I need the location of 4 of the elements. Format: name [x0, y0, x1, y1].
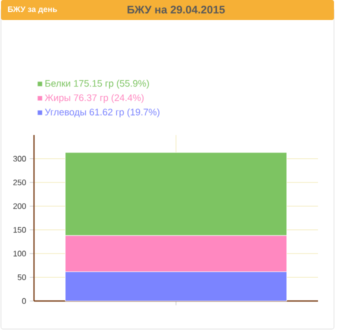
- legend-label: Углеводы 61.62 гр (19.7%): [44, 108, 160, 118]
- legend-label: Жиры 76.37 гр (24.4%): [44, 94, 144, 103]
- legend-label: Белки 175.15 гр (55.9%): [45, 80, 149, 89]
- chart-title: БЖУ на 29.04.2015: [128, 6, 225, 14]
